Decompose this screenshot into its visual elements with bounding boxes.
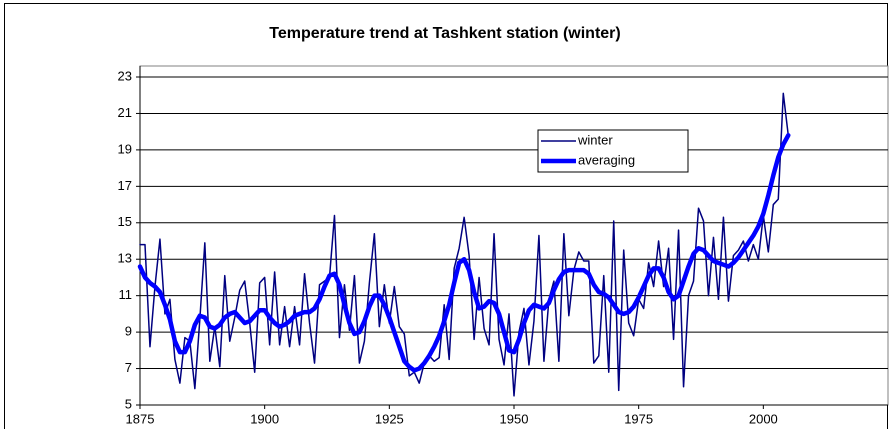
y-tick-label: 9 xyxy=(125,324,132,339)
y-tick-label: 21 xyxy=(118,105,132,120)
y-tick-label: 5 xyxy=(125,396,132,411)
y-tick-label: 13 xyxy=(118,251,132,266)
y-tick-label: 15 xyxy=(118,214,132,229)
series-line xyxy=(137,133,791,373)
x-tick-label: 2000 xyxy=(749,411,778,426)
y-tick-label: 23 xyxy=(118,68,132,83)
x-tick-label: 1950 xyxy=(500,411,529,426)
legend-label: winter xyxy=(577,132,613,147)
y-tick-label: 11 xyxy=(119,287,133,302)
x-tick-label: 1900 xyxy=(250,411,279,426)
y-tick-label: 19 xyxy=(118,141,132,156)
y-tick-label: 7 xyxy=(125,360,132,375)
x-tick-label: 1975 xyxy=(624,411,653,426)
x-tick-label: 1925 xyxy=(375,411,404,426)
x-tick-label: 1875 xyxy=(126,411,155,426)
legend-box xyxy=(537,129,689,173)
y-tick-label: 17 xyxy=(118,178,132,193)
series-line xyxy=(139,92,790,397)
legend-label: averaging xyxy=(578,152,635,167)
chart-title: Temperature trend at Tashkent station (w… xyxy=(269,25,620,42)
